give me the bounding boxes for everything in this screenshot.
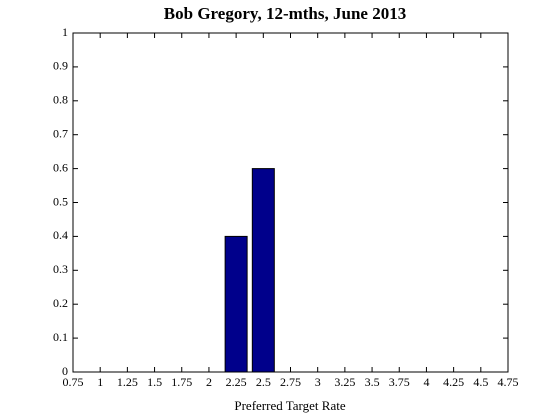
y-tick-label: 1 <box>62 25 68 39</box>
x-tick-label: 3.25 <box>334 375 355 389</box>
y-tick-label: 0.2 <box>53 296 68 310</box>
y-tick-label: 0.6 <box>53 160 68 174</box>
x-tick-label: 0.75 <box>63 375 84 389</box>
y-tick-label: 0.1 <box>53 330 68 344</box>
y-tick-label: 0.7 <box>53 126 68 140</box>
x-tick-label: 1.5 <box>147 375 162 389</box>
y-tick-label: 0.4 <box>53 228 68 242</box>
x-tick-label: 1 <box>97 375 103 389</box>
x-tick-label: 1.75 <box>171 375 192 389</box>
y-tick-label: 0.3 <box>53 262 68 276</box>
plot-frame <box>72 32 509 373</box>
bar <box>251 168 275 373</box>
x-tick-label: 4 <box>423 375 429 389</box>
x-tick-label: 2.75 <box>280 375 301 389</box>
y-tick-label: 0.9 <box>53 59 68 73</box>
x-tick-label: 4.5 <box>473 375 488 389</box>
x-tick-label: 4.75 <box>498 375 519 389</box>
x-tick-label: 1.25 <box>117 375 138 389</box>
chart-title: Bob Gregory, 12-mths, June 2013 <box>164 4 406 23</box>
x-tick-label: 2 <box>206 375 212 389</box>
y-tick-label: 0.5 <box>53 194 68 208</box>
y-tick-label: 0.8 <box>53 93 68 107</box>
y-tick-label: 0 <box>62 364 68 378</box>
x-tick-label: 2.5 <box>256 375 271 389</box>
x-tick-label: 3.75 <box>389 375 410 389</box>
x-tick-label: 4.25 <box>443 375 464 389</box>
x-tick-label: 3.5 <box>365 375 380 389</box>
bar <box>224 235 248 373</box>
x-tick-label: 3 <box>315 375 321 389</box>
x-axis-label: Preferred Target Rate <box>234 398 345 413</box>
x-tick-label: 2.25 <box>226 375 247 389</box>
